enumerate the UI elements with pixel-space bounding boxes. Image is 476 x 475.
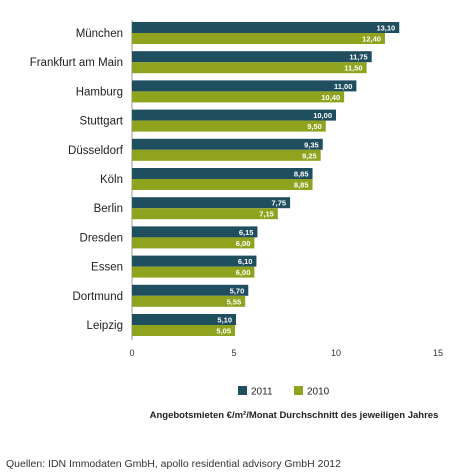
x-tick-label: 0 [129, 348, 134, 358]
x-tick-label: 15 [433, 348, 443, 358]
bar-2011 [132, 314, 237, 325]
bar-2010 [132, 266, 255, 278]
value-label: 11,75 [349, 53, 367, 62]
value-label: 10,40 [321, 93, 340, 102]
bar-2010 [132, 149, 321, 161]
x-tick-label: 10 [331, 348, 341, 358]
value-label: 11,50 [344, 64, 362, 73]
bar-2010 [132, 208, 278, 220]
value-label: 9,50 [307, 122, 322, 131]
bar-2011 [132, 255, 257, 267]
bar-2010 [132, 62, 367, 74]
category-label: Düsseldorf [68, 145, 124, 157]
x-axis-label: Angebotsmieten €/m²/Monat Durchschnitt d… [150, 410, 439, 421]
value-label: 9,25 [302, 151, 317, 160]
bar-2010 [132, 237, 255, 249]
category-label: Leipzig [87, 320, 123, 332]
legend-swatch [294, 386, 303, 395]
x-tick-label: 5 [231, 348, 236, 358]
value-label: 12,40 [362, 35, 381, 44]
value-label: 7,15 [259, 210, 274, 219]
bar-2011 [132, 138, 323, 150]
category-label: Dresden [80, 232, 123, 244]
bar-2011 [132, 226, 258, 238]
value-label: 7,75 [271, 199, 286, 208]
bar-2011 [132, 22, 400, 33]
value-label: 8,85 [294, 170, 309, 179]
value-label: 9,35 [304, 140, 319, 149]
category-label: Stuttgart [80, 116, 124, 128]
value-label: 6,00 [236, 239, 251, 248]
bars-group: 13,10 12,40 11,75 11,50 11,00 10,40 10,00 9,50 9… [132, 22, 400, 336]
bar-2011 [132, 284, 249, 296]
legend: 2011 2010 [238, 386, 330, 398]
bar-2010 [132, 295, 246, 307]
bar-2011 [132, 197, 291, 209]
value-label: 13,10 [376, 24, 395, 33]
source-note: Quellen: IDN Immodaten GmbH, apollo resi… [6, 458, 341, 470]
value-label: 11,00 [334, 82, 352, 91]
category-label: Frankfurt am Main [30, 57, 123, 69]
bar-2010 [132, 179, 313, 190]
value-label: 10,00 [313, 111, 332, 120]
value-label: 5,70 [230, 286, 245, 295]
value-label: 5,10 [217, 316, 232, 325]
category-label: Berlin [94, 203, 123, 215]
value-label: 8,85 [294, 181, 309, 190]
bar-2011 [132, 109, 336, 121]
category-label: Essen [91, 262, 123, 274]
value-label: 6,10 [238, 257, 253, 266]
value-label: 5,05 [216, 327, 231, 336]
legend-label: 2010 [307, 387, 330, 398]
legend-swatch [238, 386, 247, 395]
category-label: Dortmund [73, 291, 124, 303]
bar-2010 [132, 325, 236, 336]
bar-2010 [132, 91, 345, 103]
bar-2011 [132, 80, 357, 92]
bar-2011 [132, 51, 372, 63]
category-label: München [76, 28, 123, 40]
value-label: 6,00 [236, 268, 251, 277]
category-label: Köln [100, 174, 123, 186]
bar-2011 [132, 168, 313, 179]
category-label: Hamburg [76, 86, 123, 98]
value-label: 5,55 [227, 297, 242, 306]
x-ticks: 0 5 10 15 [129, 348, 443, 358]
legend-label: 2011 [251, 387, 273, 398]
category-labels: München Frankfurt am Main Hamburg Stuttgart… [30, 28, 124, 332]
bar-2010 [132, 33, 385, 44]
value-label: 6,15 [239, 228, 254, 237]
bar-2010 [132, 120, 326, 132]
